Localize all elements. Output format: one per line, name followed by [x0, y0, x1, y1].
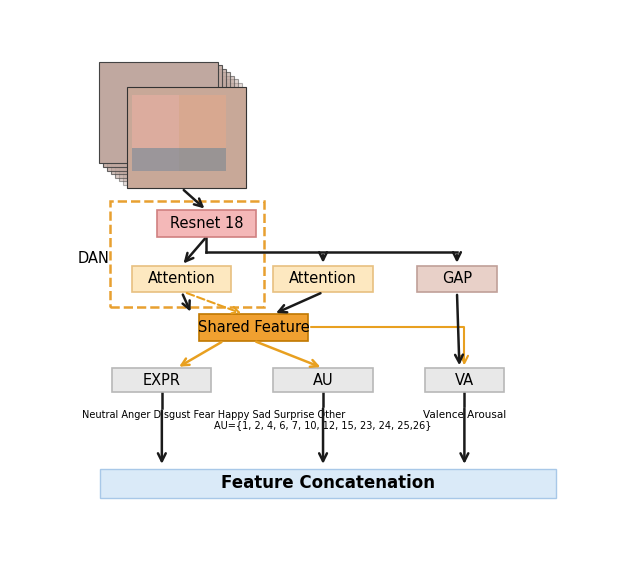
Bar [127, 87, 246, 188]
Text: DAN: DAN [78, 251, 110, 266]
FancyBboxPatch shape [273, 266, 372, 292]
Text: EXPR: EXPR [143, 373, 181, 388]
Text: Shared Feature: Shared Feature [198, 320, 310, 335]
Text: Valence Arousal: Valence Arousal [423, 409, 506, 420]
FancyBboxPatch shape [417, 266, 497, 292]
Bar [108, 69, 227, 170]
Bar [99, 62, 218, 164]
FancyBboxPatch shape [199, 314, 308, 341]
Bar [123, 83, 242, 185]
Text: Resnet 18: Resnet 18 [170, 216, 243, 231]
FancyBboxPatch shape [132, 266, 231, 292]
Bar [119, 79, 238, 181]
Text: Attention: Attention [148, 272, 216, 286]
Text: Neutral Anger Disgust Fear Happy Sad Surprise Other: Neutral Anger Disgust Fear Happy Sad Sur… [83, 409, 346, 420]
Bar [111, 72, 230, 174]
FancyBboxPatch shape [100, 469, 556, 498]
Text: Attention: Attention [289, 272, 357, 286]
Text: GAP: GAP [442, 272, 472, 286]
Bar [127, 87, 246, 188]
FancyBboxPatch shape [112, 368, 211, 393]
Bar [132, 95, 179, 170]
FancyBboxPatch shape [425, 368, 504, 393]
Text: Feature Concatenation: Feature Concatenation [221, 474, 435, 492]
Bar [110, 200, 264, 307]
Text: VA: VA [455, 373, 474, 388]
FancyBboxPatch shape [157, 210, 256, 237]
Bar [132, 148, 227, 170]
Bar [115, 76, 234, 177]
Text: AU: AU [313, 373, 333, 388]
Bar [132, 95, 227, 170]
Bar [103, 65, 222, 167]
Text: AU={1, 2, 4, 6, 7, 10, 12, 15, 23, 24, 25,26}: AU={1, 2, 4, 6, 7, 10, 12, 15, 23, 24, 2… [214, 420, 432, 430]
FancyBboxPatch shape [273, 368, 372, 393]
